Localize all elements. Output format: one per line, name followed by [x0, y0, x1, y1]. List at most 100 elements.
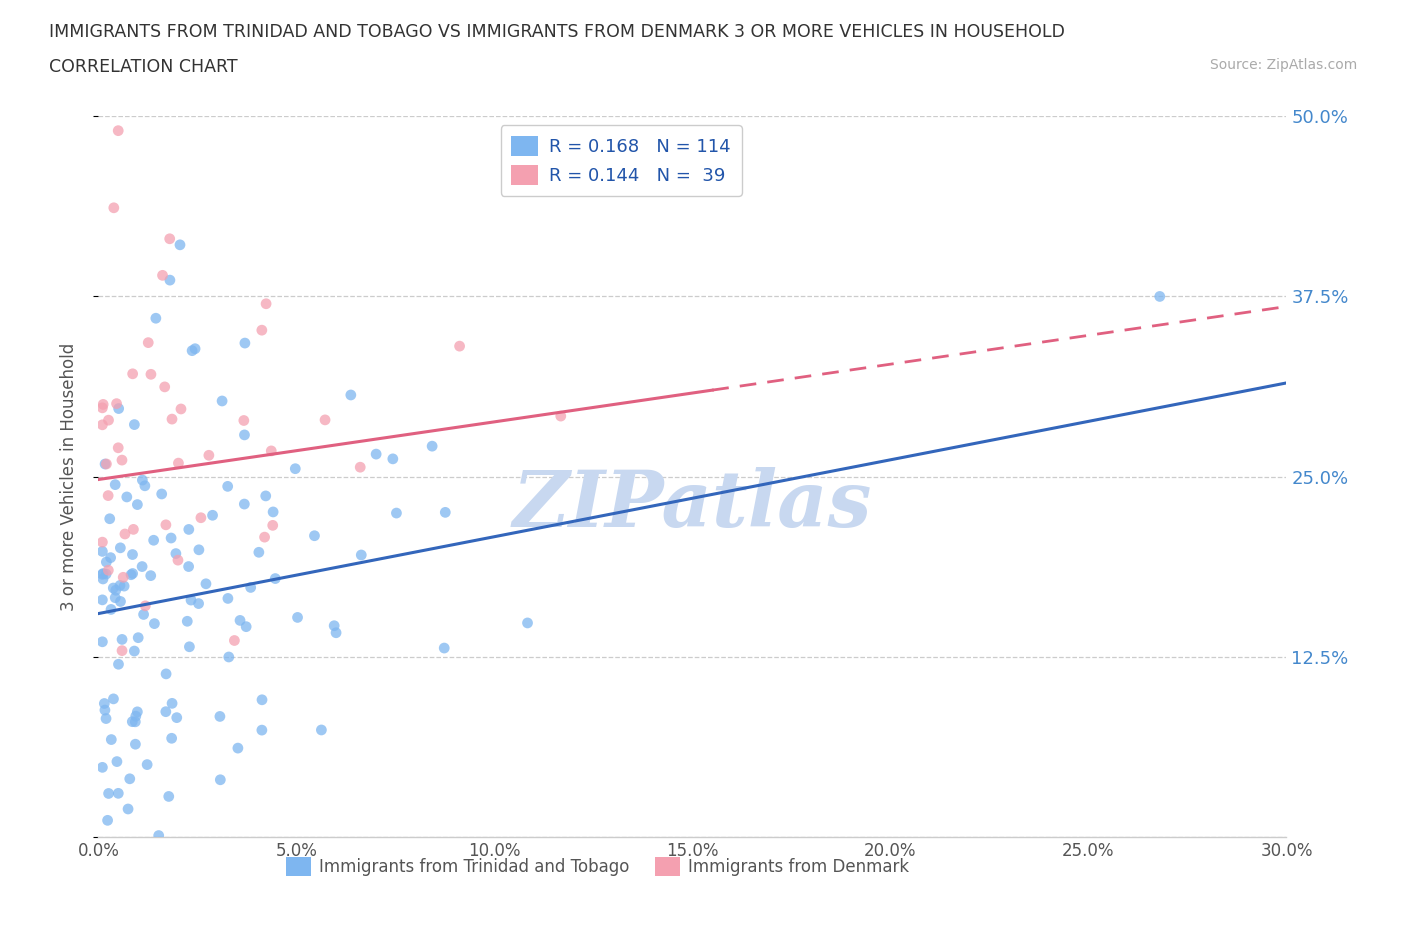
Point — [233, 497, 256, 512]
Point — [111, 644, 134, 658]
Point — [177, 522, 200, 537]
Point — [111, 453, 134, 468]
Point — [198, 448, 221, 463]
Point — [132, 607, 155, 622]
Point — [385, 506, 408, 521]
Point — [91, 397, 114, 412]
Point — [1149, 289, 1171, 304]
Point — [232, 413, 254, 428]
Point — [139, 366, 162, 381]
Point — [105, 396, 128, 411]
Point — [209, 772, 232, 787]
Point — [169, 237, 191, 252]
Point — [121, 366, 143, 381]
Point — [121, 547, 143, 562]
Point — [201, 508, 224, 523]
Point — [111, 632, 134, 647]
Point — [124, 737, 146, 751]
Point — [304, 528, 326, 543]
Point — [150, 486, 173, 501]
Point — [176, 614, 198, 629]
Point — [91, 401, 114, 416]
Point — [254, 297, 277, 312]
Point — [157, 789, 180, 804]
Point — [112, 578, 135, 593]
Point — [104, 591, 127, 605]
Legend: Immigrants from Trinidad and Tobago, Immigrants from Denmark: Immigrants from Trinidad and Tobago, Imm… — [280, 851, 915, 883]
Point — [155, 517, 177, 532]
Point — [131, 472, 153, 487]
Point — [117, 802, 139, 817]
Point — [94, 711, 117, 726]
Point — [167, 456, 190, 471]
Point — [233, 336, 256, 351]
Point — [311, 723, 333, 737]
Text: IMMIGRANTS FROM TRINIDAD AND TOBAGO VS IMMIGRANTS FROM DENMARK 3 OR MORE VEHICLE: IMMIGRANTS FROM TRINIDAD AND TOBAGO VS I… — [49, 23, 1066, 41]
Point — [420, 439, 443, 454]
Point — [104, 477, 127, 492]
Point — [208, 709, 231, 724]
Point — [177, 559, 200, 574]
Point — [239, 580, 262, 595]
Point — [323, 618, 346, 633]
Point — [340, 388, 363, 403]
Point — [98, 512, 121, 526]
Point — [124, 418, 146, 432]
Point — [160, 731, 183, 746]
Point — [91, 535, 114, 550]
Point — [127, 498, 149, 512]
Point — [94, 703, 117, 718]
Text: CORRELATION CHART: CORRELATION CHART — [49, 58, 238, 75]
Point — [218, 649, 240, 664]
Point — [91, 544, 114, 559]
Point — [108, 578, 131, 592]
Point — [91, 634, 114, 649]
Point — [381, 451, 404, 466]
Point — [97, 786, 120, 801]
Point — [93, 696, 115, 711]
Point — [449, 339, 471, 353]
Point — [110, 540, 132, 555]
Point — [115, 489, 138, 504]
Point — [160, 696, 183, 711]
Point — [107, 441, 129, 456]
Point — [124, 714, 146, 729]
Point — [91, 592, 114, 607]
Point — [136, 757, 159, 772]
Point — [233, 428, 256, 443]
Point — [349, 459, 371, 474]
Point — [145, 311, 167, 325]
Point — [217, 591, 239, 605]
Point — [217, 479, 239, 494]
Point — [94, 457, 117, 472]
Point — [107, 786, 129, 801]
Point — [91, 760, 114, 775]
Point — [97, 413, 120, 428]
Point — [433, 641, 456, 656]
Point — [96, 554, 118, 569]
Point — [152, 268, 174, 283]
Point — [262, 518, 284, 533]
Point — [100, 732, 122, 747]
Point — [134, 478, 156, 493]
Text: ZIPatlas: ZIPatlas — [513, 467, 872, 544]
Point — [260, 444, 283, 458]
Point — [112, 570, 135, 585]
Point — [103, 200, 125, 215]
Point — [314, 412, 336, 427]
Point — [155, 667, 177, 682]
Point — [122, 522, 145, 537]
Point — [96, 457, 118, 472]
Point — [211, 393, 233, 408]
Point — [91, 566, 114, 581]
Point — [91, 567, 114, 582]
Y-axis label: 3 or more Vehicles in Household: 3 or more Vehicles in Household — [59, 342, 77, 611]
Point — [142, 533, 165, 548]
Point — [247, 545, 270, 560]
Point — [287, 610, 309, 625]
Point — [160, 531, 183, 546]
Point — [550, 408, 572, 423]
Point — [181, 343, 204, 358]
Point — [121, 566, 143, 581]
Point — [110, 594, 132, 609]
